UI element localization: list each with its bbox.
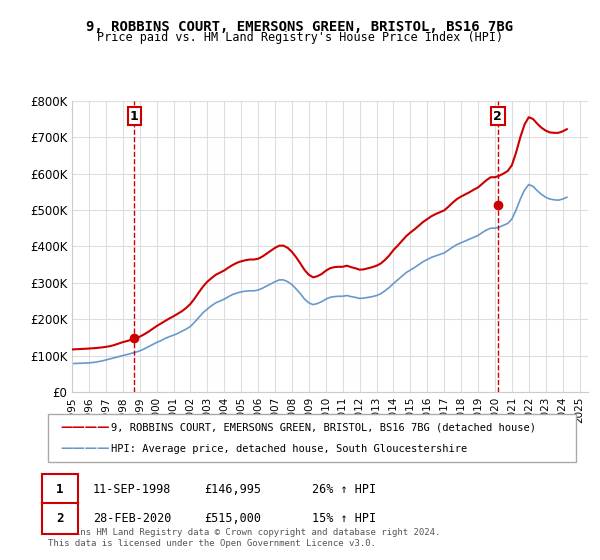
Text: 15% ↑ HPI: 15% ↑ HPI xyxy=(312,512,376,525)
Text: 2: 2 xyxy=(56,512,64,525)
Text: 2: 2 xyxy=(493,110,502,123)
Text: ————: ———— xyxy=(60,421,110,434)
Text: 1: 1 xyxy=(56,483,64,496)
Text: 26% ↑ HPI: 26% ↑ HPI xyxy=(312,483,376,496)
Text: ————: ———— xyxy=(60,442,110,455)
Text: £146,995: £146,995 xyxy=(204,483,261,496)
Text: £515,000: £515,000 xyxy=(204,512,261,525)
Text: Price paid vs. HM Land Registry's House Price Index (HPI): Price paid vs. HM Land Registry's House … xyxy=(97,31,503,44)
Text: 11-SEP-1998: 11-SEP-1998 xyxy=(93,483,172,496)
Text: 1: 1 xyxy=(130,110,139,123)
Text: 9, ROBBINS COURT, EMERSONS GREEN, BRISTOL, BS16 7BG (detached house): 9, ROBBINS COURT, EMERSONS GREEN, BRISTO… xyxy=(111,423,536,433)
Text: 9, ROBBINS COURT, EMERSONS GREEN, BRISTOL, BS16 7BG: 9, ROBBINS COURT, EMERSONS GREEN, BRISTO… xyxy=(86,20,514,34)
Text: Contains HM Land Registry data © Crown copyright and database right 2024.
This d: Contains HM Land Registry data © Crown c… xyxy=(48,528,440,548)
Text: HPI: Average price, detached house, South Gloucestershire: HPI: Average price, detached house, Sout… xyxy=(111,444,467,454)
Text: 28-FEB-2020: 28-FEB-2020 xyxy=(93,512,172,525)
